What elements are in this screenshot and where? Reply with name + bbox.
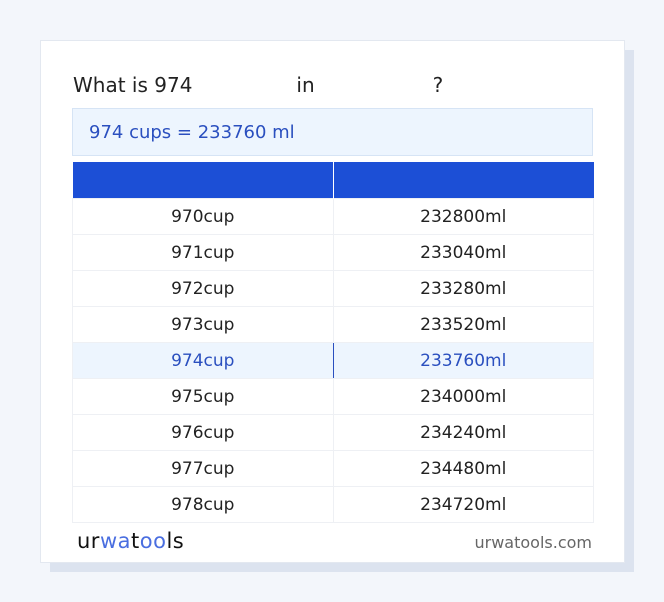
- ml-cell: 232800ml: [332, 198, 594, 235]
- cup-cell: 972cup: [72, 270, 334, 307]
- table-row: 975cup 234000ml: [72, 378, 594, 415]
- title-prefix: What is 974: [73, 73, 193, 97]
- ml-cell: 233520ml: [332, 306, 594, 343]
- ml-cell: 234000ml: [332, 378, 594, 415]
- header-cups: [72, 162, 334, 199]
- cup-cell: 974cup: [72, 342, 334, 379]
- table-row: 978cup 234720ml: [72, 486, 594, 523]
- table-row: 972cup 233280ml: [72, 270, 594, 307]
- result-box: 974 cups = 233760 ml: [72, 108, 593, 156]
- cup-cell: 971cup: [72, 234, 334, 271]
- header-ml: [333, 162, 594, 199]
- cup-cell: 973cup: [72, 306, 334, 343]
- table-row: 973cup 233520ml: [72, 306, 594, 343]
- table-row: 977cup 234480ml: [72, 450, 594, 487]
- ml-cell: 233280ml: [332, 270, 594, 307]
- converter-card: What is 974 in? 974 cups = 233760 ml 970c…: [40, 40, 625, 563]
- table-row: 974cup 233760ml: [72, 342, 594, 379]
- ml-cell: 233040ml: [332, 234, 594, 271]
- title-suffix: ?: [432, 73, 444, 97]
- ml-cell: 234240ml: [332, 414, 594, 451]
- table-row: 971cup 233040ml: [72, 234, 594, 271]
- cup-cell: 970cup: [72, 198, 334, 235]
- title-mid: in: [296, 73, 315, 97]
- cup-cell: 976cup: [72, 414, 334, 451]
- table-row: 970cup 232800ml: [72, 198, 594, 235]
- cup-cell: 977cup: [72, 450, 334, 487]
- conversion-table: 970cup 232800ml 971cup 233040ml 972cup 233280…: [72, 162, 594, 523]
- ml-cell: 233760ml: [332, 342, 594, 379]
- ml-cell: 234480ml: [332, 450, 594, 487]
- urwatools-logo: urwatools: [77, 529, 185, 553]
- question-title: What is 974 in?: [73, 73, 443, 97]
- table-row: 976cup 234240ml: [72, 414, 594, 451]
- ml-cell: 234720ml: [332, 486, 594, 523]
- site-link[interactable]: urwatools.com: [474, 533, 593, 552]
- cup-cell: 978cup: [72, 486, 334, 523]
- cup-cell: 975cup: [72, 378, 334, 415]
